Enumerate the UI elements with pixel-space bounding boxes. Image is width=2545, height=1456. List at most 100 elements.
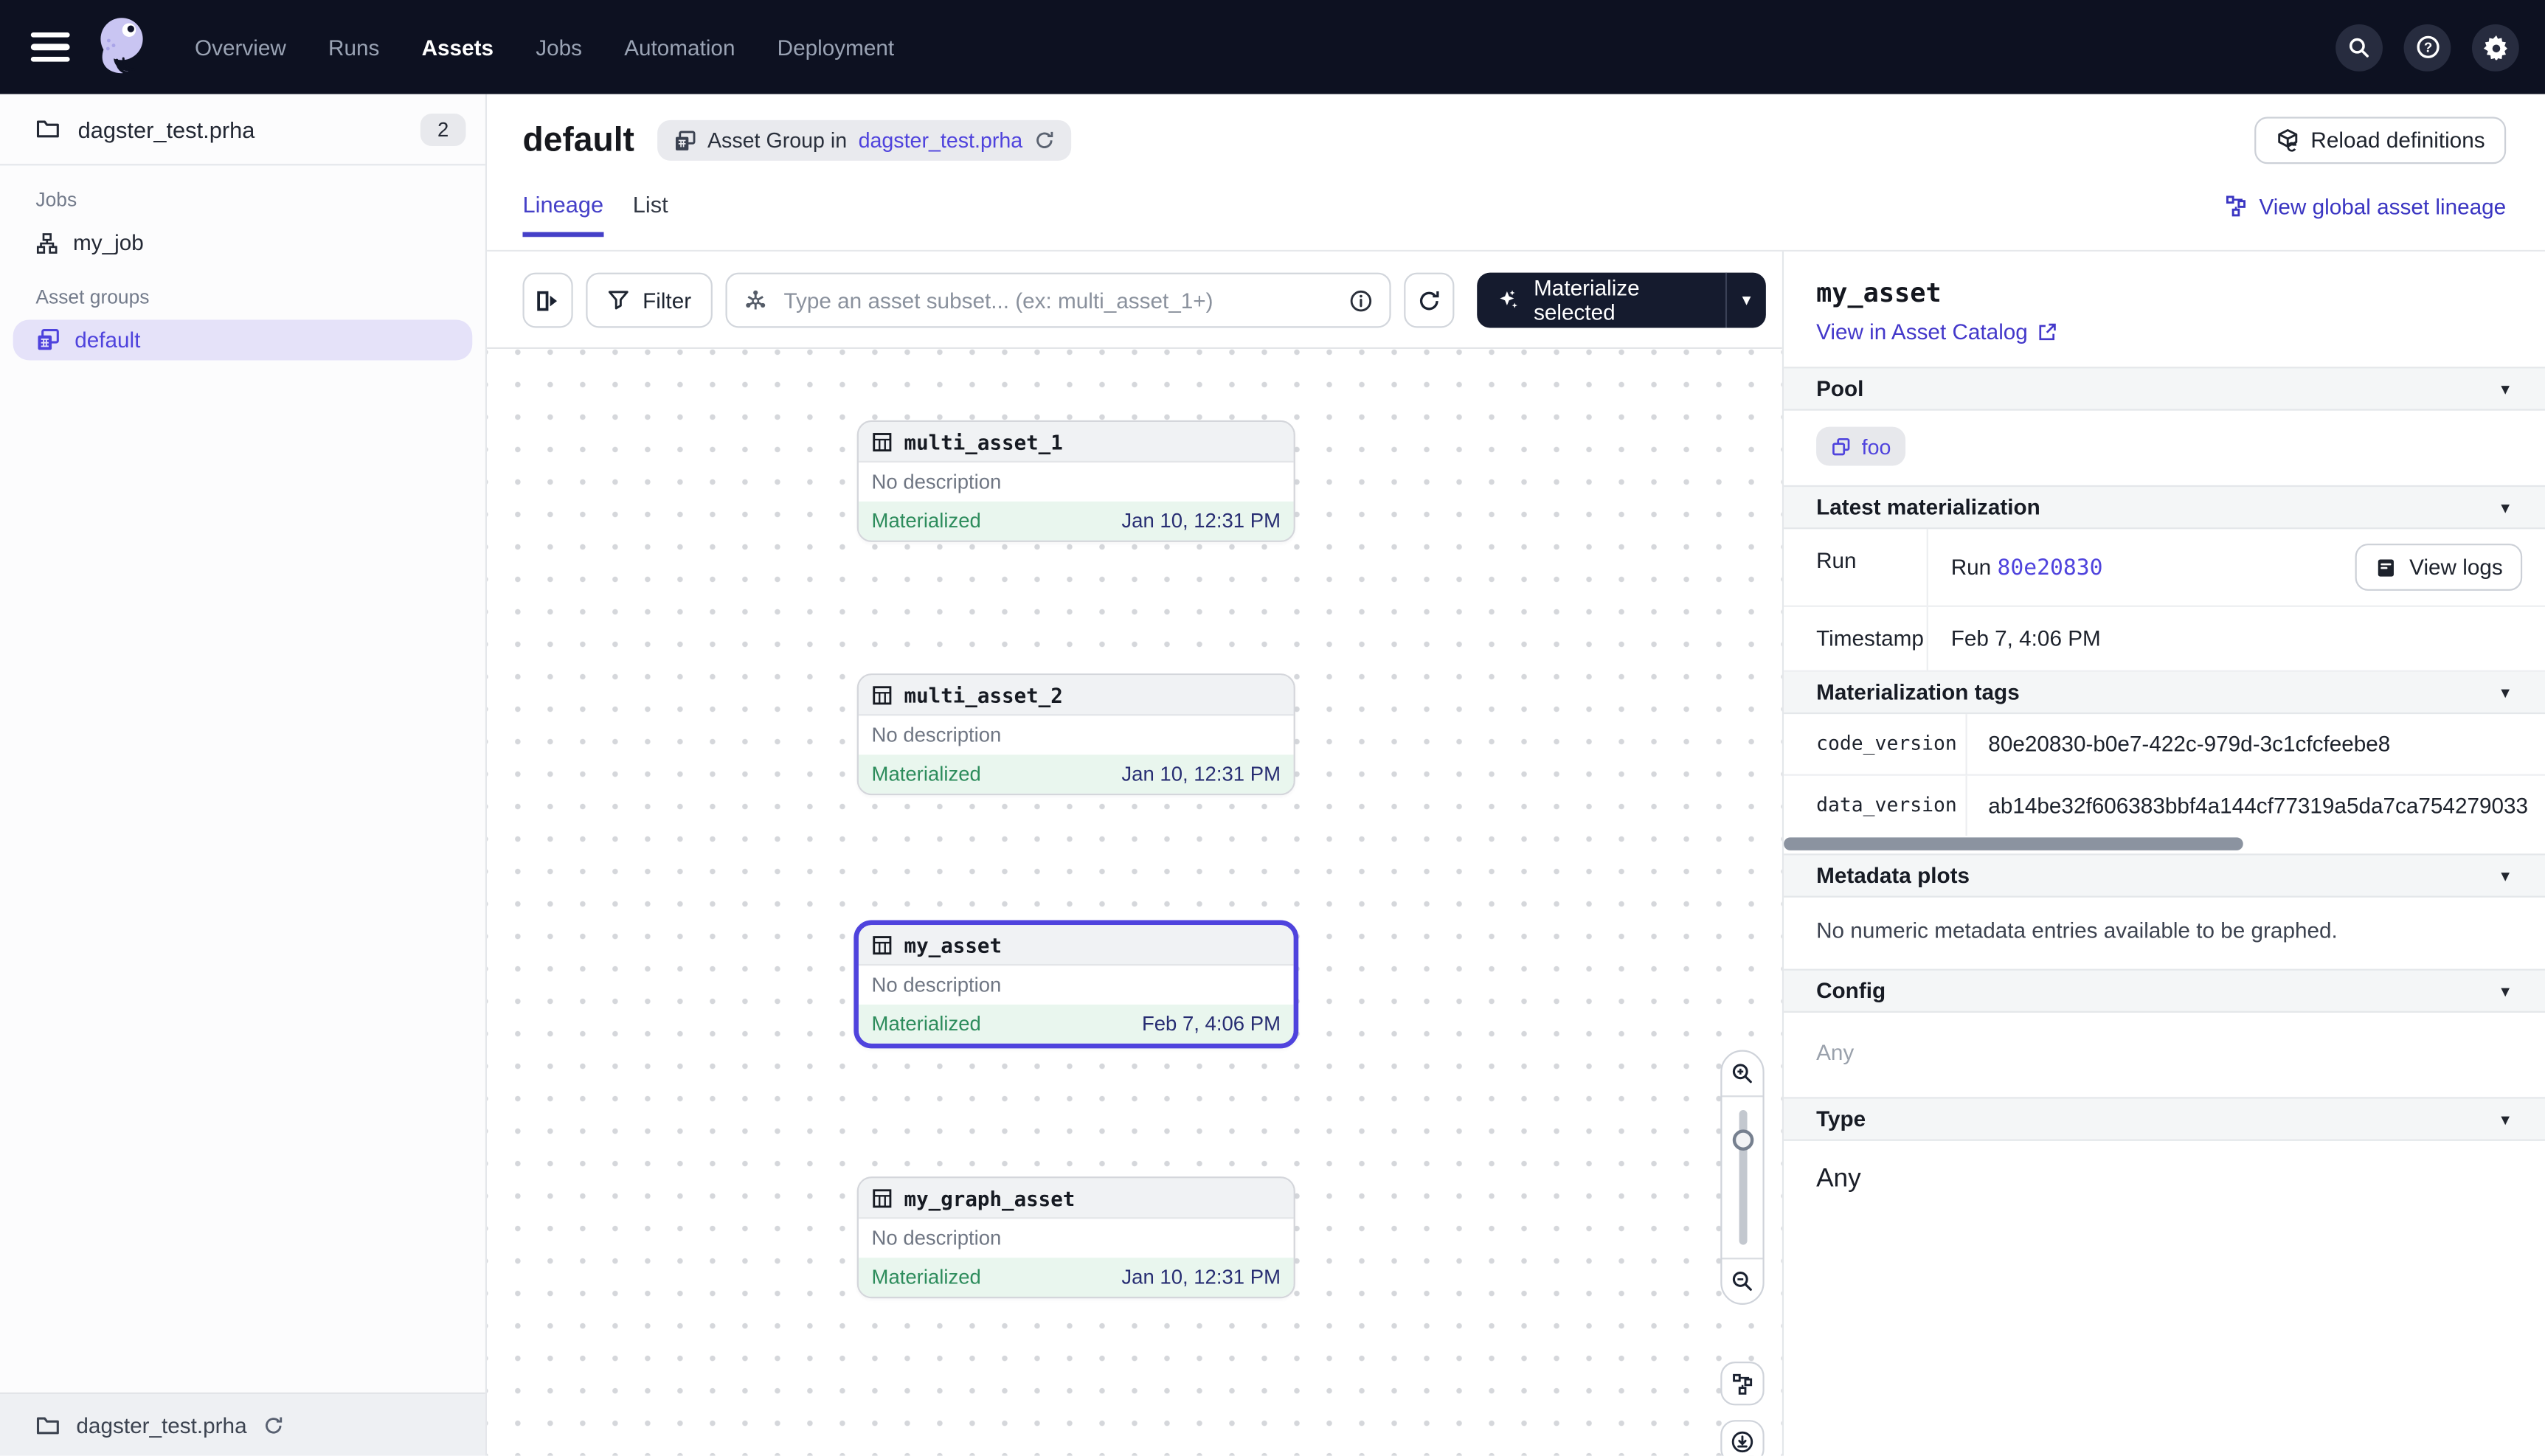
chevron-down-icon: ▼	[2498, 499, 2513, 516]
repo-name: dagster_test.prha	[77, 116, 255, 142]
pool-tag-foo[interactable]: foo	[1816, 426, 1906, 466]
package-reload-icon	[2277, 129, 2297, 152]
refresh-icon[interactable]	[263, 1415, 285, 1436]
zoom-slider[interactable]	[1722, 1095, 1763, 1260]
timestamp-row-key: Timestamp	[1816, 626, 1924, 651]
open-panel-button[interactable]	[522, 272, 573, 328]
navbar-actions: ?	[2335, 23, 2519, 71]
folder-icon	[36, 120, 59, 138]
view-in-asset-catalog-link[interactable]: View in Asset Catalog	[1784, 308, 2545, 367]
materialize-selected-button[interactable]: Materialize selected ▼	[1476, 272, 1766, 328]
section-materialization-tags[interactable]: Materialization tags ▼	[1784, 671, 2545, 715]
run-line: Run 80e20830	[1951, 554, 2103, 580]
asset-subset-input[interactable]	[780, 286, 1336, 314]
asset-group-badge: Asset Group in dagster_test.prha	[657, 119, 1072, 161]
section-pool[interactable]: Pool ▼	[1784, 367, 2545, 411]
nav-item-deployment[interactable]: Deployment	[777, 35, 895, 60]
settings-gear-icon[interactable]	[2471, 23, 2519, 71]
refresh-icon[interactable]	[1034, 130, 1056, 151]
asset-node-my_asset-selected[interactable]: my_asset No description Materialized Feb…	[853, 920, 1299, 1049]
nav-links: Overview Runs Assets Jobs Automation Dep…	[177, 25, 913, 69]
view-global-asset-lineage-link[interactable]: View global asset lineage	[2225, 194, 2506, 235]
table-icon	[873, 685, 892, 704]
lineage-toolbar: Filter Materialize selected ▼	[487, 252, 1782, 350]
latest-run-row: Run Run 80e20830 View logs	[1784, 529, 2545, 607]
timestamp-value: Feb 7, 4:06 PM	[1950, 626, 2101, 651]
asset-status: Materialized	[871, 509, 981, 533]
asset-name: my_graph_asset	[904, 1185, 1076, 1210]
asset-node-multi_asset_1[interactable]: multi_asset_1 No description Materialize…	[856, 420, 1295, 542]
tag-row-data-version: data_version ab14be32f606383bbf4a144cf77…	[1784, 775, 2545, 836]
zoom-slider-handle[interactable]	[1731, 1129, 1753, 1151]
nav-item-assets[interactable]: Assets	[421, 35, 494, 60]
asset-name: multi_asset_1	[904, 429, 1063, 454]
asset-status: Materialized	[871, 1266, 981, 1289]
filter-label: Filter	[643, 288, 692, 313]
reload-definitions-button[interactable]: Reload definitions	[2254, 117, 2507, 164]
tag-value: 80e20830-b0e7-422c-979d-3c1cfcfeebe8	[1965, 714, 2545, 774]
section-metadata-plots[interactable]: Metadata plots ▼	[1784, 853, 2545, 898]
hamburger-menu-icon[interactable]	[30, 32, 70, 62]
section-latest-materialization[interactable]: Latest materialization ▼	[1784, 485, 2545, 530]
tab-lineage[interactable]: Lineage	[522, 192, 603, 238]
filter-button[interactable]: Filter	[586, 272, 713, 328]
asset-group-icon	[38, 328, 59, 350]
chevron-down-icon: ▼	[2498, 1111, 2513, 1128]
nav-item-overview[interactable]: Overview	[195, 35, 286, 60]
relayout-graph-button[interactable]	[1720, 1362, 1765, 1406]
nav-item-automation[interactable]: Automation	[624, 35, 735, 60]
group-name: default	[75, 327, 141, 353]
asset-group-icon	[675, 130, 696, 150]
view-logs-label: View logs	[2409, 555, 2503, 580]
asset-description: No description	[871, 1227, 1002, 1250]
scrollbar-thumb[interactable]	[1784, 837, 2243, 850]
asset-timestamp: Jan 10, 12:31 PM	[1121, 763, 1281, 786]
asset-node-multi_asset_2[interactable]: multi_asset_2 No description Materialize…	[856, 673, 1295, 796]
sidebar-item-default-group[interactable]: default	[13, 319, 473, 361]
search-icon[interactable]	[2335, 23, 2383, 71]
job-icon	[36, 232, 58, 253]
badge-text: Asset Group in	[707, 128, 848, 153]
asset-detail-panel: my_asset View in Asset Catalog Pool ▼ fo…	[1782, 252, 2545, 1456]
section-type[interactable]: Type ▼	[1784, 1097, 2545, 1141]
latest-timestamp-row: Timestamp Feb 7, 4:06 PM	[1784, 606, 2545, 672]
table-icon	[873, 1188, 892, 1207]
repo-row[interactable]: dagster_test.prha 2	[0, 94, 485, 164]
dagster-logo-icon[interactable]	[89, 11, 154, 83]
materialize-dropdown-caret[interactable]: ▼	[1739, 292, 1754, 309]
download-graph-button[interactable]	[1720, 1420, 1765, 1456]
chevron-down-icon: ▼	[2498, 684, 2513, 701]
info-icon[interactable]	[1348, 288, 1373, 313]
zoom-out-button[interactable]	[1722, 1259, 1762, 1303]
download-icon	[1731, 1431, 1753, 1453]
refresh-icon	[1419, 290, 1439, 310]
folder-icon	[36, 1416, 59, 1434]
asset-timestamp: Jan 10, 12:31 PM	[1121, 1266, 1281, 1289]
nav-item-runs[interactable]: Runs	[328, 35, 380, 60]
zoom-in-button[interactable]	[1722, 1052, 1762, 1095]
sidebar-divider	[0, 164, 485, 166]
lineage-graph-canvas[interactable]: multi_asset_1 No description Materialize…	[487, 349, 1782, 1456]
asset-node-my_graph_asset[interactable]: my_graph_asset No description Materializ…	[856, 1176, 1295, 1299]
tag-key: code_version	[1816, 732, 1957, 755]
sidebar-item-my-job[interactable]: my_job	[13, 222, 473, 263]
tab-list[interactable]: List	[632, 191, 668, 218]
table-icon	[873, 431, 892, 451]
chevron-down-icon: ▼	[2498, 982, 2513, 999]
main-header: default Asset Group in dagster_test.prha…	[487, 94, 2545, 252]
refresh-graph-button[interactable]	[1404, 272, 1455, 328]
badge-repo-link[interactable]: dagster_test.prha	[858, 128, 1023, 153]
horizontal-scrollbar[interactable]	[1784, 837, 2545, 850]
type-value: Any	[1816, 1165, 1861, 1193]
section-config[interactable]: Config ▼	[1784, 968, 2545, 1013]
run-id-link[interactable]: 80e20830	[1997, 554, 2103, 580]
help-icon[interactable]: ?	[2403, 23, 2451, 71]
section-config-label: Config	[1816, 978, 1886, 1003]
asset-timestamp: Feb 7, 4:06 PM	[1141, 1012, 1281, 1036]
view-logs-button[interactable]: View logs	[2355, 544, 2523, 591]
zoom-slider-track[interactable]	[1738, 1109, 1747, 1245]
repo-count-badge: 2	[420, 112, 466, 145]
open-panel-icon	[537, 290, 557, 311]
nav-item-jobs[interactable]: Jobs	[536, 35, 582, 60]
